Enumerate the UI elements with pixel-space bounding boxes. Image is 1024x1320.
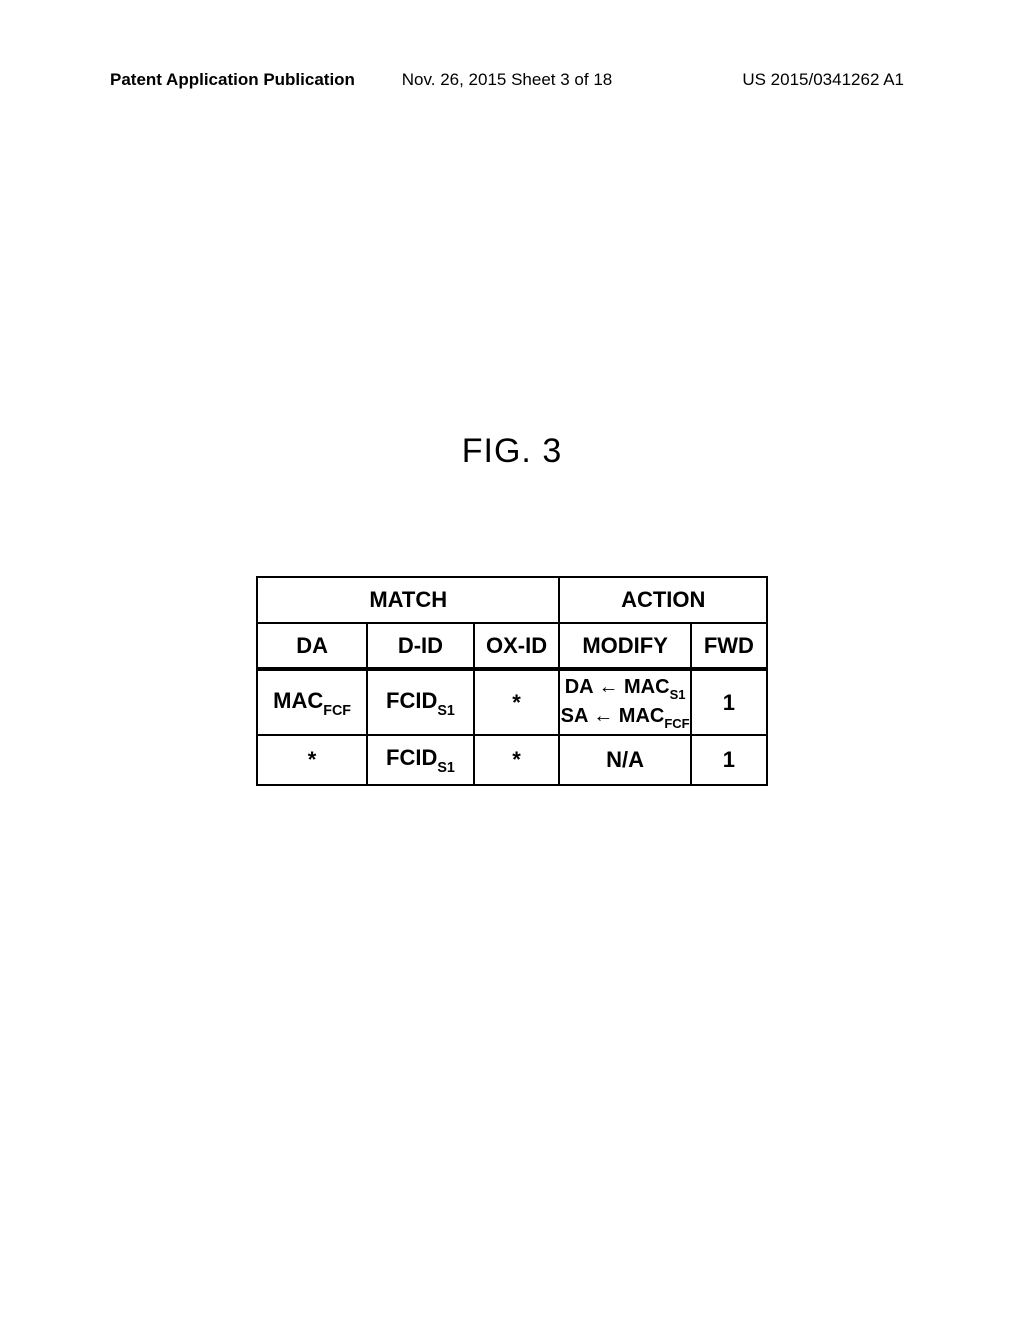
figure-label: FIG. 3 [462,432,562,471]
cell-modify: N/A [559,735,690,785]
da-sub: FCF [323,703,351,719]
table-header-group-row: MATCH ACTION [257,577,767,623]
header-match: MATCH [257,577,559,623]
cell-oxid: * [474,735,560,785]
cell-fwd: 1 [691,735,767,785]
did-sub: S1 [437,760,455,776]
did-sub: S1 [437,703,455,719]
col-header-oxid: OX-ID [474,623,560,669]
col-header-da: DA [257,623,367,669]
did-prefix: FCID [386,688,437,713]
did-prefix: FCID [386,745,437,770]
table-header-row: DA D-ID OX-ID MODIFY FWD [257,623,767,669]
page-header: Patent Application Publication Nov. 26, … [110,70,904,90]
cell-did: FCIDS1 [367,669,474,735]
col-header-modify: MODIFY [559,623,690,669]
cell-fwd: 1 [691,669,767,735]
header-left: Patent Application Publication [110,70,355,90]
modify-line2: SA ← MACFCF [560,703,689,732]
modify-line1: DA ← MACS1 [560,674,689,703]
cell-da: MACFCF [257,669,367,735]
arrow-icon: ← [593,705,613,727]
header-center: Nov. 26, 2015 Sheet 3 of 18 [402,70,612,90]
arrow-icon: ← [598,676,618,698]
table-row: MACFCF FCIDS1 * DA ← MACS1 SA ← MACFCF 1 [257,669,767,735]
col-header-did: D-ID [367,623,474,669]
cell-oxid: * [474,669,560,735]
flow-table: MATCH ACTION DA D-ID OX-ID MODIFY FWD MA… [256,576,768,786]
table-row: * FCIDS1 * N/A 1 [257,735,767,785]
cell-modify: DA ← MACS1 SA ← MACFCF [559,669,690,735]
header-action: ACTION [559,577,767,623]
match-action-table: MATCH ACTION DA D-ID OX-ID MODIFY FWD MA… [256,576,768,786]
da-prefix: MAC [273,688,323,713]
cell-did: FCIDS1 [367,735,474,785]
cell-da: * [257,735,367,785]
col-header-fwd: FWD [691,623,767,669]
header-right: US 2015/0341262 A1 [742,70,904,90]
